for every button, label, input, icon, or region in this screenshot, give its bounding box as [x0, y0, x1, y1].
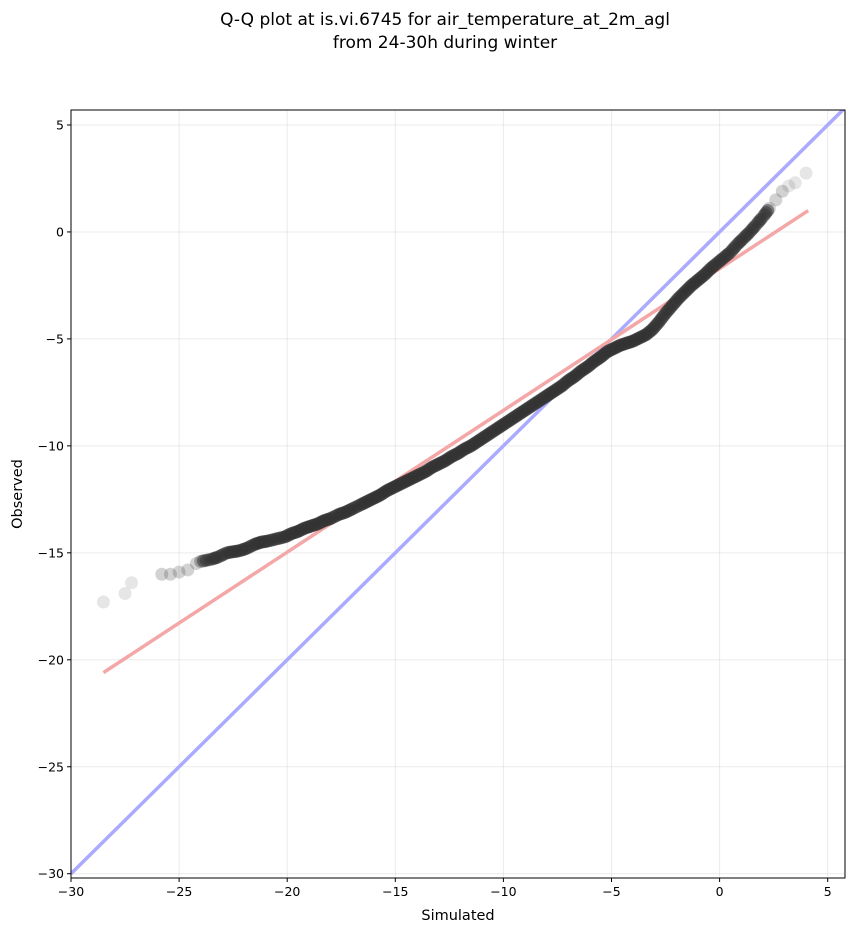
- one-to-one-line: [71, 110, 845, 875]
- data-point: [761, 204, 775, 218]
- y-tick-label: 0: [56, 224, 64, 239]
- data-point: [172, 565, 186, 579]
- x-tick-label: −30: [58, 884, 84, 899]
- y-tick-label: −10: [38, 438, 64, 453]
- chart-title-line-1: Q-Q plot at is.vi.6745 for air_temperatu…: [220, 10, 670, 30]
- data-point: [782, 179, 796, 193]
- x-tick-label: −5: [602, 884, 620, 899]
- data-point: [118, 586, 132, 600]
- data-point: [181, 563, 195, 577]
- plot-frame: [70, 109, 846, 879]
- y-tick-label: −20: [38, 652, 64, 667]
- data-point: [163, 567, 177, 581]
- reference-lines: [71, 110, 845, 875]
- data-point: [775, 184, 789, 198]
- y-tick-label: −5: [46, 331, 64, 346]
- data-point: [125, 576, 139, 590]
- x-tick-label: 0: [716, 884, 724, 899]
- y-tick-label: −25: [38, 759, 64, 774]
- data-point: [155, 567, 169, 581]
- x-axis-ticks: −30 −25 −20 −15 −10 −5 0 5: [58, 878, 832, 899]
- x-tick-label: −25: [166, 884, 192, 899]
- data-point: [788, 176, 802, 190]
- scatter-points: [96, 166, 813, 609]
- data-point: [769, 193, 783, 207]
- x-axis-label: Simulated: [421, 908, 494, 924]
- y-axis-label: Observed: [10, 459, 26, 529]
- y-tick-label: −15: [38, 545, 64, 560]
- y-axis-ticks: −30 −25 −20 −15 −10 −5 0 5: [38, 117, 71, 881]
- x-tick-label: −20: [274, 884, 300, 899]
- x-tick-label: −10: [490, 884, 516, 899]
- x-tick-label: −15: [382, 884, 408, 899]
- data-point: [96, 595, 110, 609]
- y-tick-label: −30: [38, 866, 64, 881]
- data-point: [799, 166, 813, 180]
- y-tick-label: 5: [56, 117, 64, 132]
- x-tick-label: 5: [824, 884, 832, 899]
- chart-title-line-2: from 24-30h during winter: [333, 33, 557, 53]
